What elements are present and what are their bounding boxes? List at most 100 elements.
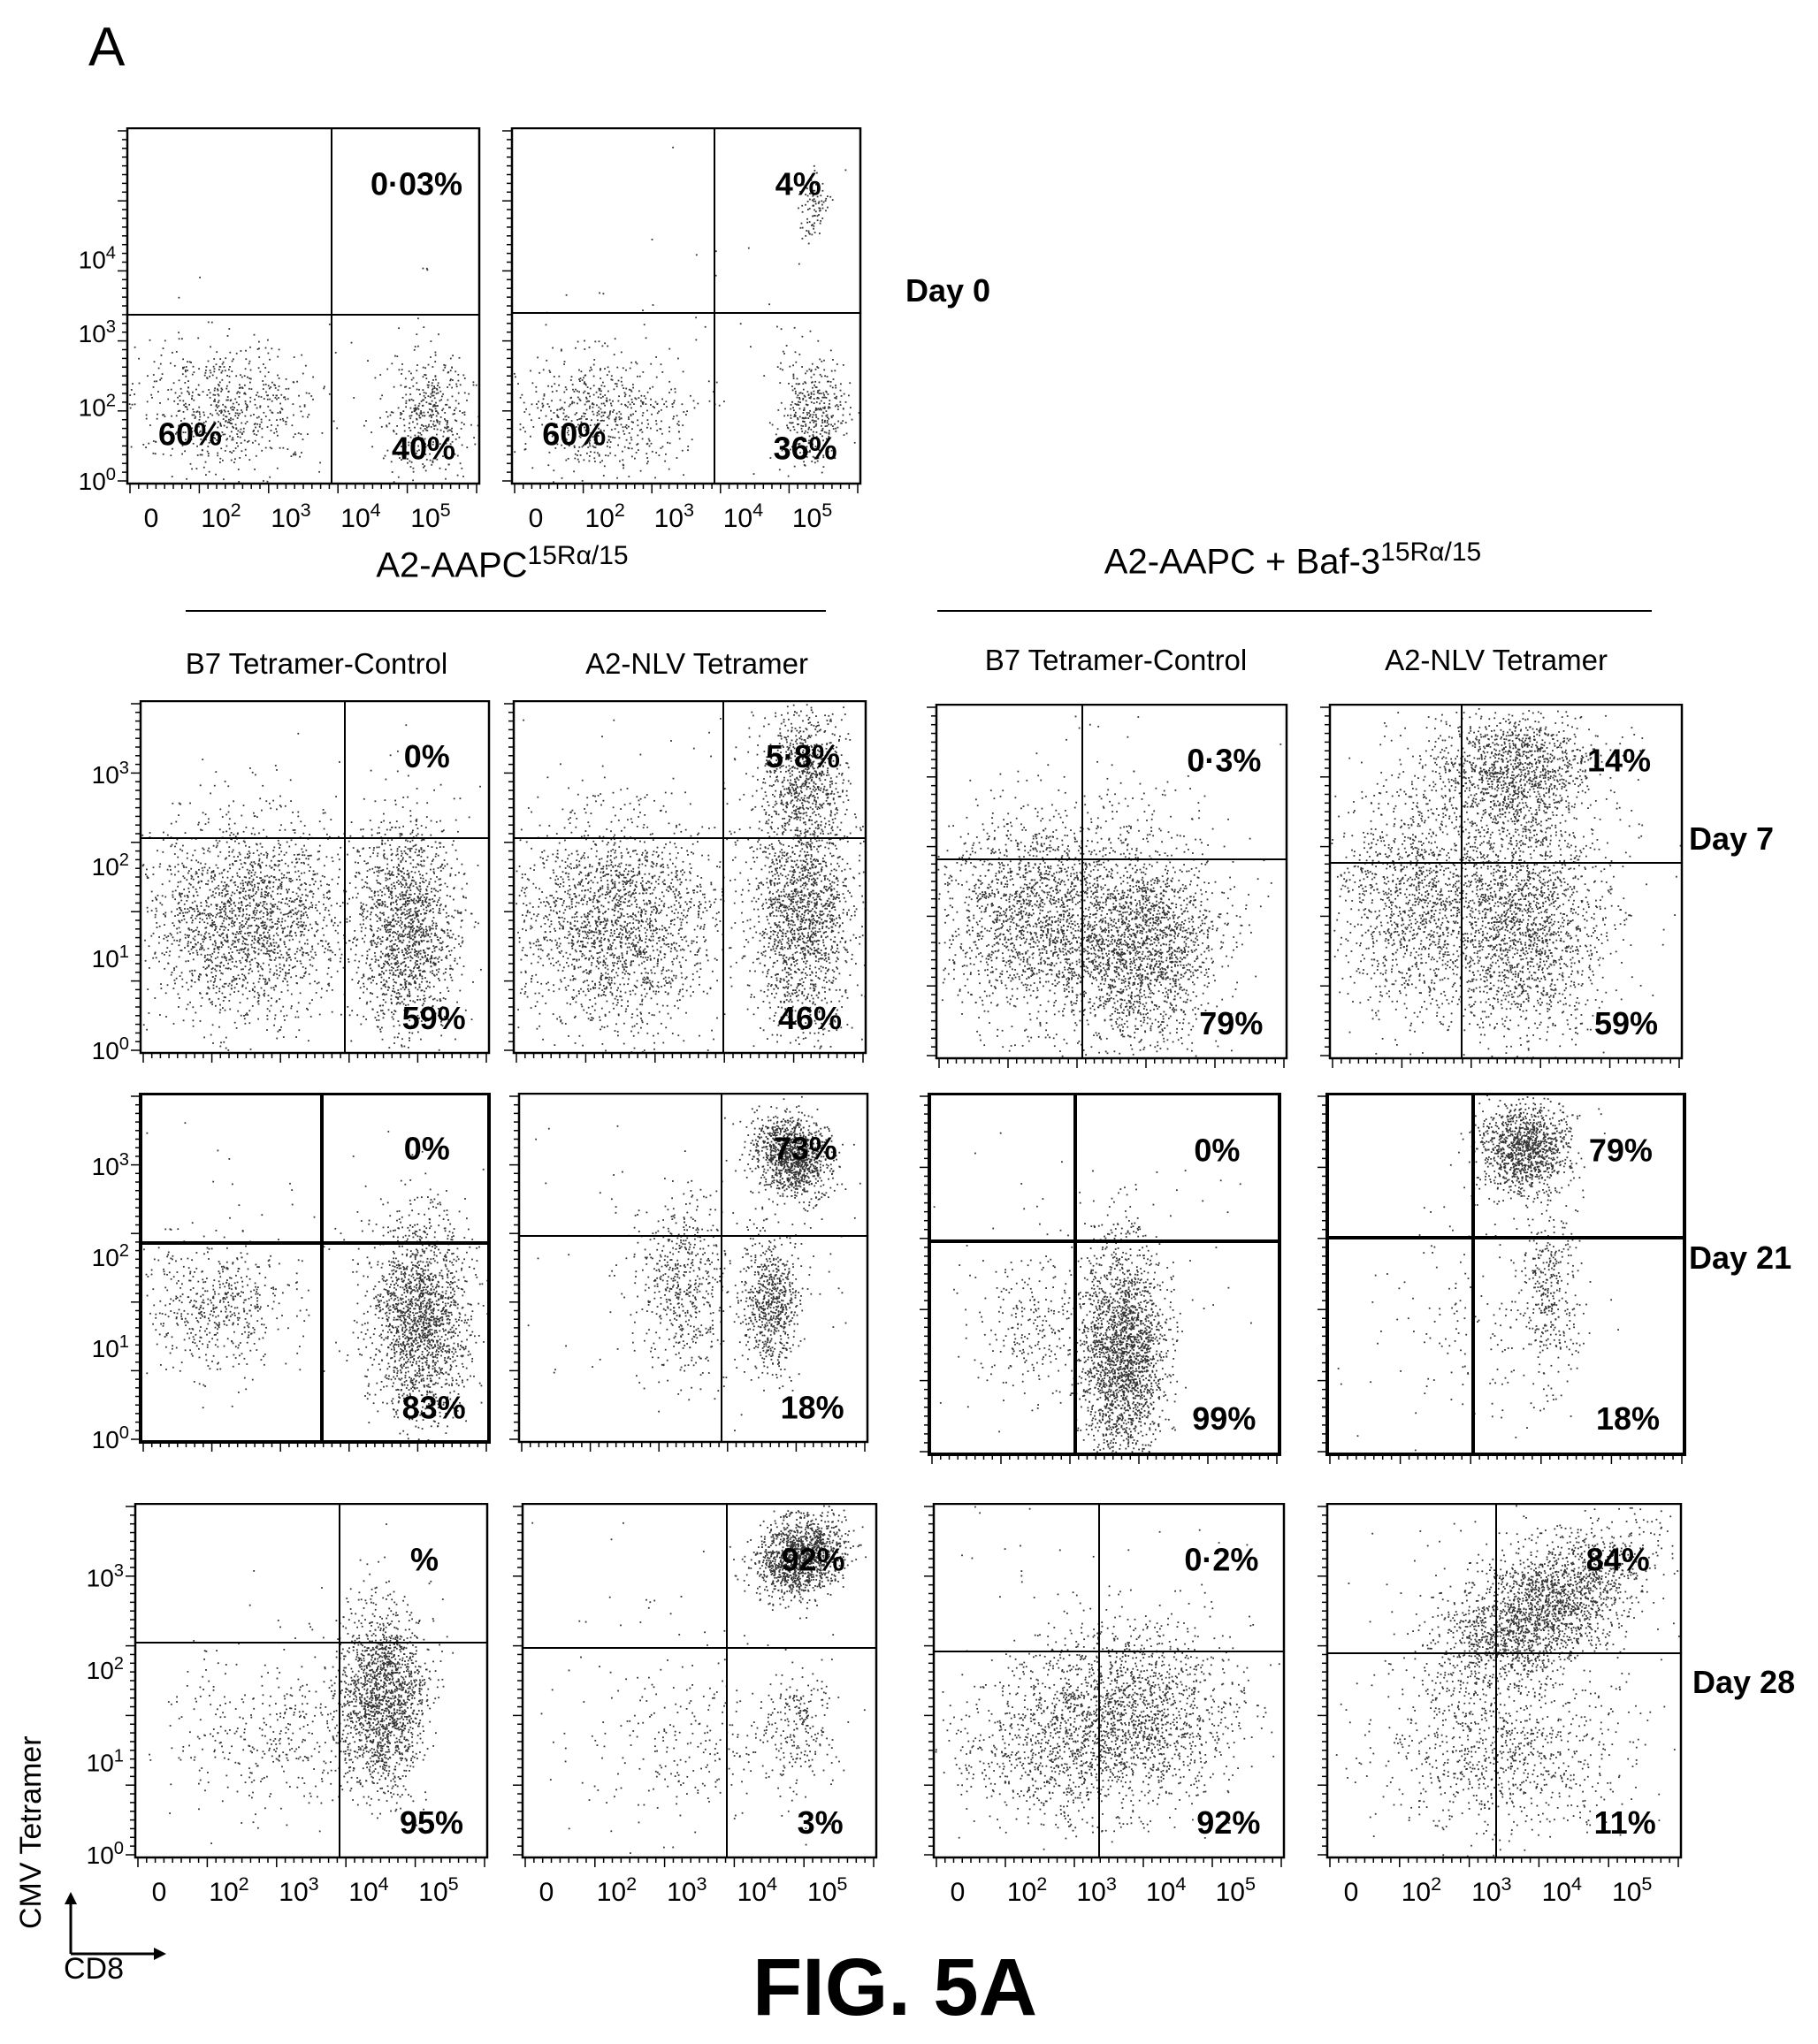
- event-dots: [1335, 1505, 1680, 1857]
- y-tick-label: 101: [92, 942, 129, 972]
- y-axis-hint: CMV Tetramer: [14, 1735, 49, 1929]
- event-dots: [128, 267, 480, 484]
- x-tick-label: 103: [1076, 1872, 1116, 1907]
- axis-ticks: [920, 1095, 1278, 1464]
- day-label-21: Day 21: [1689, 1239, 1791, 1277]
- y-tick-label: 102: [92, 1241, 129, 1271]
- x-tick-label: 105: [418, 1872, 458, 1907]
- x-tick-label: 105: [410, 499, 450, 533]
- plot-5: 0·3% 79%: [927, 704, 1288, 1068]
- event-dots: [149, 1523, 454, 1844]
- quadrant-label-lower-right: 59%: [1594, 1005, 1658, 1041]
- x-tick-label: 102: [1007, 1872, 1047, 1907]
- event-dots: [937, 715, 1282, 1059]
- x-tick-label: 105: [807, 1872, 847, 1907]
- event-dots: [531, 1505, 867, 1854]
- plot-frame: [1325, 1093, 1686, 1456]
- event-dots: [143, 1122, 489, 1441]
- event-dots: [1337, 1094, 1619, 1452]
- axis-ticks: [509, 1095, 866, 1452]
- x-tick-label: 0: [1344, 1878, 1359, 1907]
- quadrant-label-upper-right: 0·3%: [1187, 742, 1261, 778]
- quadrant-label-lower-right: 46%: [778, 1000, 842, 1036]
- plot-3: 100 101 102 103 0% 59%: [92, 700, 491, 1064]
- plot-9: 0% 99%: [920, 1093, 1281, 1464]
- x-tick-label: 0: [529, 504, 544, 533]
- x-tick-label: 102: [597, 1872, 637, 1907]
- quadrant-label-upper-right: 92%: [782, 1541, 845, 1577]
- quadrant-label-lower-right: 92%: [1196, 1804, 1260, 1841]
- day-label-7: Day 7: [1689, 820, 1774, 858]
- quadrant-label-lower-right: 83%: [402, 1389, 466, 1425]
- y-tick-label: 102: [79, 391, 116, 421]
- column-title-a2-nlv-1: A2-NLV Tetramer: [585, 647, 808, 681]
- y-tick-label: 101: [87, 1746, 124, 1776]
- quadrant-label-lower-left: 60%: [542, 416, 606, 452]
- axis-ticks: [1318, 1095, 1683, 1464]
- plot-6: 14% 59%: [1320, 704, 1684, 1068]
- plot-frame: [139, 1093, 491, 1444]
- axis-ticks: [126, 1506, 485, 1867]
- axis-ticks: [118, 130, 477, 493]
- quadrant-label-upper-right: 0%: [404, 738, 450, 774]
- quadrant-label-lower-left: 60%: [158, 416, 222, 452]
- plot-frame: [134, 1503, 489, 1859]
- axis-ticks: [504, 703, 864, 1063]
- quadrant-label-lower-right: 40%: [392, 431, 455, 467]
- axis-hint-arrows: [65, 1892, 166, 1960]
- y-tick-label: 100: [92, 1034, 129, 1064]
- panel-letter: A: [88, 16, 125, 79]
- axis-ticks: [502, 130, 859, 493]
- group-rule-2: [937, 610, 1652, 612]
- axis-ticks: [513, 1506, 875, 1867]
- y-tick-label: 103: [87, 1561, 124, 1591]
- plot-13: 0 102 103 104 105 0·2% 92%: [924, 1503, 1286, 1907]
- plot-frame: [126, 127, 481, 485]
- plot-frame: [512, 700, 867, 1055]
- x-tick-label: 0: [144, 504, 159, 533]
- quadrant-label-upper-right: 5·8%: [766, 738, 840, 774]
- plot-14: 0 102 103 104 105 84% 11%: [1318, 1503, 1683, 1907]
- plot-2: 0 102 103 104 105 4% 60% 36%: [502, 127, 862, 533]
- x-tick-label: 0: [539, 1878, 554, 1907]
- quadrant-label-lower-right: 79%: [1199, 1005, 1263, 1041]
- x-tick-label: 104: [1542, 1872, 1582, 1907]
- x-tick-label: 105: [1612, 1872, 1652, 1907]
- plot-frame: [932, 1503, 1286, 1859]
- group-rule-1: [186, 610, 826, 612]
- quadrant-label-lower-right: 95%: [400, 1804, 463, 1841]
- quadrant-label-upper-right: 0%: [404, 1130, 450, 1166]
- x-tick-label: 104: [1146, 1872, 1186, 1907]
- quadrant-label-lower-right: 59%: [402, 1000, 466, 1036]
- x-tick-label: 104: [340, 499, 380, 533]
- plot-7: 100 101 102 103 0% 83%: [92, 1093, 491, 1453]
- x-tick-label: 102: [584, 499, 624, 533]
- x-axis-hint: CD8: [64, 1952, 124, 1987]
- x-tick-label: 0: [951, 1878, 966, 1907]
- column-title-b7-control-2: B7 Tetramer-Control: [985, 644, 1248, 677]
- plot-frame: [139, 700, 491, 1055]
- group-title-a2-aapc: A2-AAPC15Rα/15: [376, 541, 628, 585]
- x-tick-label: 103: [654, 499, 694, 533]
- quadrant-label-lower-right: 18%: [781, 1389, 844, 1425]
- event-dots: [1331, 708, 1682, 1059]
- event-dots: [527, 1095, 861, 1431]
- quadrant-label-upper-right: 73%: [774, 1130, 837, 1166]
- quadrant-label-lower-right: 11%: [1594, 1804, 1656, 1841]
- event-dots: [935, 1506, 1280, 1850]
- quadrant-label-lower-right: 3%: [798, 1804, 844, 1841]
- quadrant-label-upper-right: 4%: [775, 166, 821, 202]
- x-tick-label: 105: [1216, 1872, 1256, 1907]
- x-tick-label: 102: [209, 1872, 248, 1907]
- x-tick-label: 102: [1402, 1872, 1441, 1907]
- plot-10: 79% 18%: [1318, 1093, 1686, 1464]
- plot-8: 73% 18%: [509, 1093, 869, 1452]
- plot-frame: [521, 1503, 878, 1859]
- plot-11: 0 102 103 104 105 100 101 102 103 % 95%: [87, 1503, 489, 1907]
- column-title-b7-control-1: B7 Tetramer-Control: [186, 647, 448, 681]
- axis-ticks: [924, 1506, 1282, 1867]
- y-tick-label: 100: [92, 1423, 129, 1453]
- y-tick-label: 103: [79, 317, 116, 347]
- axis-ticks: [131, 703, 487, 1063]
- y-tick-label: 101: [92, 1332, 129, 1362]
